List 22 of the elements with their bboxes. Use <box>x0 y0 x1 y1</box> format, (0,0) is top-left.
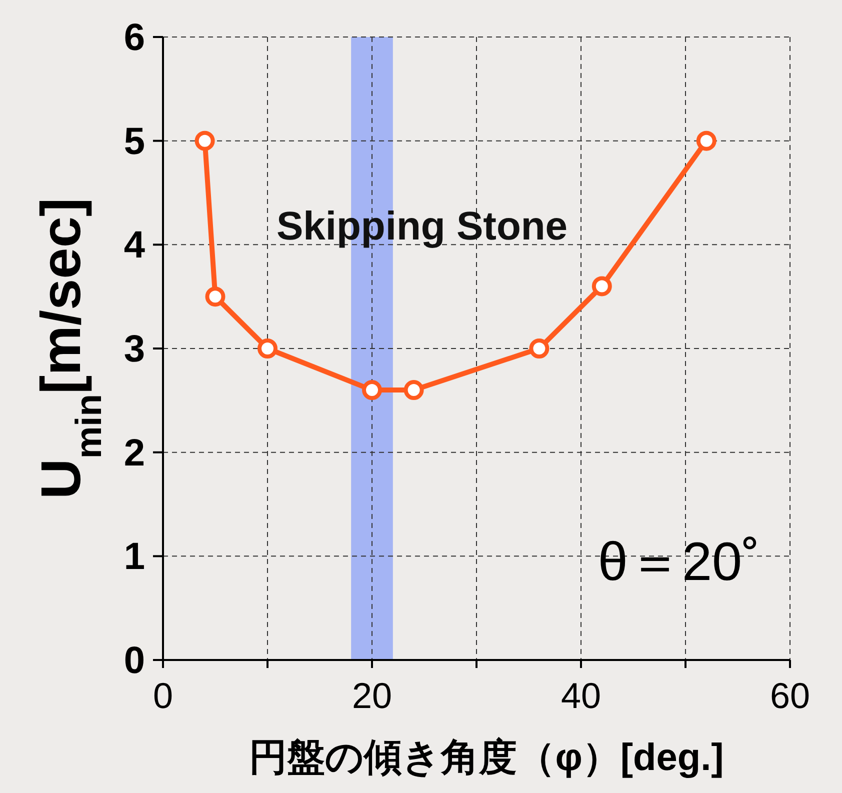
x-tick-label: 60 <box>770 675 810 716</box>
y-tick-label: 6 <box>124 17 145 59</box>
x-tick-label: 20 <box>352 675 392 716</box>
x-tick-label: 40 <box>560 675 602 716</box>
point <box>529 338 550 358</box>
y-tick-label: 2 <box>124 432 145 474</box>
point <box>362 380 382 400</box>
point <box>696 130 716 151</box>
x-axis-title: 円盤の傾き角度（φ）[deg.] <box>249 736 724 779</box>
point <box>258 338 278 358</box>
y-tick-label: 5 <box>124 120 145 163</box>
y-tick-label: 1 <box>124 536 145 578</box>
point <box>592 276 612 296</box>
annotation: θ＝20˚ <box>598 532 760 592</box>
point <box>404 380 424 400</box>
y-tick-label: 0 <box>124 640 145 682</box>
y-tick-label: 4 <box>124 224 145 267</box>
y-tick-label: 3 <box>124 328 145 370</box>
band-label: Skipping Stone <box>276 204 568 248</box>
point <box>205 286 226 307</box>
x-tick-label: 0 <box>152 675 174 716</box>
point <box>194 130 215 151</box>
